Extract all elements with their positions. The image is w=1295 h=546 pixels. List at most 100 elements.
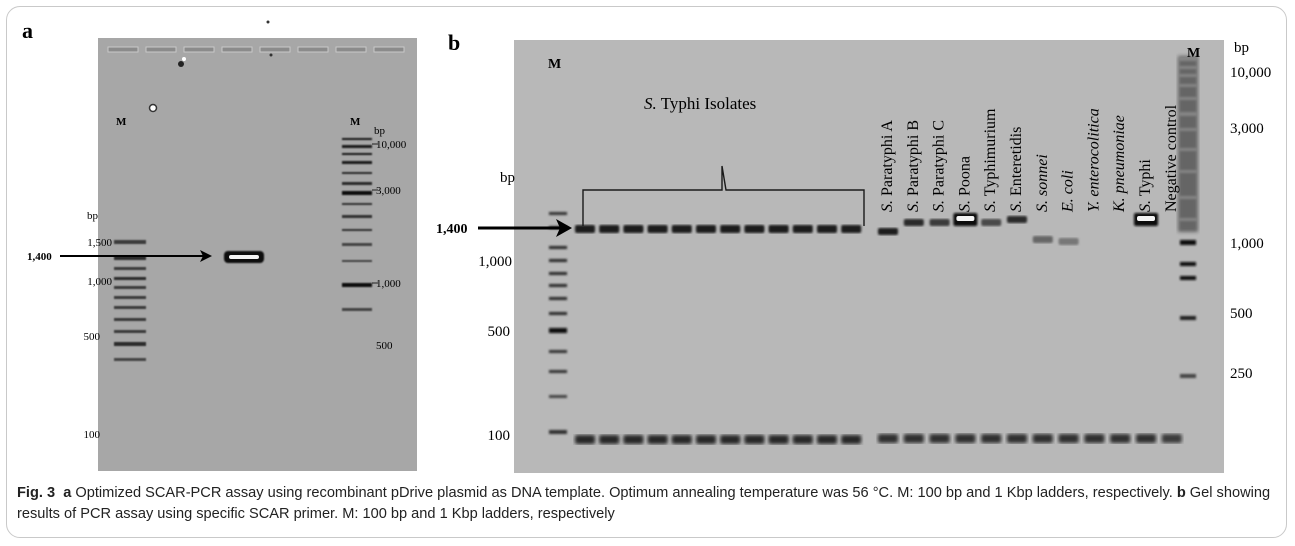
control-band [1058, 238, 1079, 245]
lane-label: S. Paratyphi C [931, 120, 948, 212]
gel-a-right-ladder [342, 138, 372, 311]
lane-label: S. sonnei [1034, 154, 1051, 212]
primer-dimer-band [1161, 434, 1182, 443]
primer-dimer-band [1032, 434, 1053, 443]
primer-dimer-band [599, 435, 620, 444]
gel-b-sample-bands [575, 213, 1158, 245]
gel-a-left-ladder-labels: 1,500 1,000 500 100 [84, 237, 113, 441]
primer-dimer-band [1058, 434, 1079, 443]
panel-a-letter: a [22, 18, 33, 43]
isolate-band [792, 225, 813, 233]
primer-dimer-band [903, 434, 924, 443]
primer-dimer-band [955, 434, 976, 443]
caption-fig-label: Fig. 3 [17, 485, 56, 501]
gel-b-label-500-right: 500 [1230, 306, 1253, 322]
isolate-band [575, 225, 595, 233]
gel-a-label-1000-right: 1,000 [376, 278, 401, 290]
lane-label: S. Poona [956, 156, 973, 212]
gel-a-left-ladder [114, 240, 146, 361]
lane-label: S. Typhi [1137, 159, 1154, 212]
gel-a-label-500-right: 500 [376, 340, 393, 352]
isolate-band [817, 225, 837, 233]
lane-label: S. Paratyphi B [905, 120, 922, 212]
primer-dimer-band [841, 435, 862, 444]
primer-dimer-band [696, 435, 716, 444]
gel-a-marker-right: M [350, 116, 361, 128]
control-band-bright [956, 216, 975, 221]
control-band [929, 219, 950, 226]
gel-b-lane-labels: S. Paratyphi A S. Paratyphi B S. Paratyphi… [879, 104, 1180, 213]
gel-b-right-ladder-dark [1178, 56, 1198, 232]
gel-a-label-500: 500 [84, 331, 101, 343]
primer-dimer-band [981, 434, 1002, 443]
gel-b-bp-right: bp [1234, 40, 1249, 56]
gel-b-marker-left: M [548, 57, 561, 72]
primer-dimer-band [792, 435, 813, 444]
gel-a-marker-left: M [116, 116, 127, 128]
lane-label: S. Enteretidis [1008, 127, 1025, 212]
primer-dimer-band [929, 434, 950, 443]
lane-label: Y. enterocolitica [1085, 108, 1102, 212]
isolate-band [841, 225, 862, 233]
primer-dimer-band [647, 435, 668, 444]
control-band [903, 219, 924, 226]
gel-a-label-100: 100 [84, 429, 101, 441]
panel-a-svg: M M bp bp 1,500 1,000 500 100 10,000 3,0… [27, 20, 417, 471]
gel-b-target-label: 1,400 [436, 222, 468, 237]
primer-dimer-band [1136, 434, 1156, 443]
gel-a-target-band [224, 251, 264, 263]
lane-label: K. pneumoniae [1111, 115, 1128, 213]
gel-b-label-500: 500 [488, 324, 511, 340]
gel-b-label-100: 100 [488, 428, 511, 444]
gel-a-arrow-head [200, 250, 212, 262]
gel-a-label-3000: 3,000 [376, 185, 401, 197]
gel-a-target-label: 1,400 [27, 251, 52, 263]
lane-label: S. Typhimurium [982, 108, 999, 212]
gel-a-wells [107, 46, 405, 53]
gel-b-label-250: 250 [1230, 366, 1253, 382]
control-band [981, 219, 1002, 226]
primer-dimer-band [1110, 434, 1131, 443]
primer-dimer-band [817, 435, 837, 444]
gel-a-label-1000: 1,000 [87, 276, 112, 288]
gel-b-right-ladder-labels: 10,000 3,000 1,000 500 250 [1230, 65, 1271, 382]
lane-label: S. Paratyphi A [879, 120, 896, 212]
isolate-band [599, 225, 620, 233]
isolate-band [720, 225, 741, 233]
panel-b-svg: S. Typhi Isolates S. Paratyphi AS. Parat… [436, 40, 1271, 473]
isolate-band [671, 225, 692, 233]
caption-a-text: Optimized SCAR-PCR assay using recombina… [71, 485, 1177, 501]
gel-b-bp-left: bp [500, 170, 515, 186]
primer-dimer-band [1007, 434, 1027, 443]
gel-b-primer-dimer-bands [575, 434, 1182, 444]
isolate-band [696, 225, 716, 233]
primer-dimer-band [720, 435, 741, 444]
control-band [1007, 216, 1027, 223]
control-band [878, 228, 898, 235]
gel-b-arrow-head [556, 219, 572, 237]
control-band-bright [1137, 216, 1155, 221]
gel-a-label-10000: 10,000 [376, 139, 407, 151]
gel-b-left-ladder-labels: 1,000 500 100 [478, 254, 512, 444]
gel-b-left-ladder [549, 212, 567, 434]
gel-b-image [514, 40, 1224, 473]
primer-dimer-band [768, 435, 789, 444]
lane-label: E. coli [1060, 170, 1077, 213]
gel-b-label-10000: 10,000 [1230, 65, 1271, 81]
isolate-band [623, 225, 644, 233]
caption-a-letter: a [63, 485, 72, 501]
gel-a-specks [148, 20, 273, 113]
lane-label: Negative control [1163, 104, 1180, 212]
panel-b-letter: b [448, 30, 461, 55]
primer-dimer-band [1084, 434, 1105, 443]
figure-caption: Fig. 3 a Optimized SCAR-PCR assay using … [17, 483, 1279, 525]
caption-b-text: Gel showing results of PCR assay using s… [17, 485, 1271, 522]
gel-a-bp-left: bp [87, 210, 99, 222]
gel-b-label-3000: 3,000 [1230, 121, 1264, 137]
isolate-band [768, 225, 789, 233]
gel-a-label-1500: 1,500 [87, 237, 112, 249]
primer-dimer-band [878, 434, 898, 443]
primer-dimer-band [575, 435, 595, 444]
isolate-band [647, 225, 668, 233]
primer-dimer-band [744, 435, 765, 444]
